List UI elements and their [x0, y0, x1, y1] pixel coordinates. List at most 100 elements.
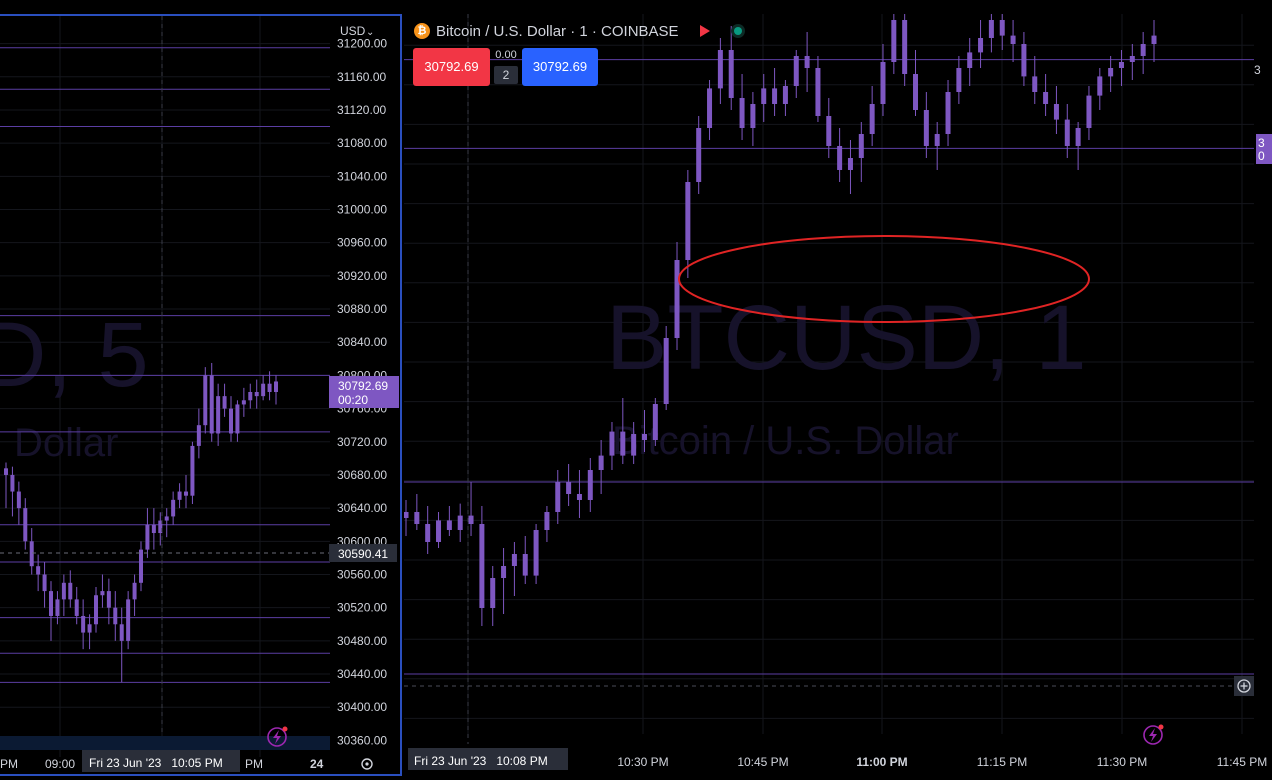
quantity-field[interactable]: 2: [494, 66, 518, 84]
candle[interactable]: [16, 481, 21, 525]
candle[interactable]: [913, 50, 919, 116]
candle[interactable]: [1043, 74, 1049, 116]
candle[interactable]: [869, 86, 875, 146]
candle[interactable]: [999, 14, 1005, 50]
candle[interactable]: [55, 591, 60, 625]
candle[interactable]: [113, 591, 118, 641]
left-chart-canvas[interactable]: D, 5 Dollar 31200.00 31160.00 31120.00 3108…: [0, 16, 400, 776]
candle[interactable]: [216, 383, 221, 446]
candle[interactable]: [1097, 68, 1103, 110]
candle[interactable]: [203, 367, 208, 434]
candle[interactable]: [74, 586, 79, 625]
candle[interactable]: [235, 400, 240, 442]
right-time-axis[interactable]: 10:30 PM 10:45 PM 11:00 PM 11:15 PM 11:30 PM…: [617, 755, 1267, 769]
candle[interactable]: [587, 458, 593, 512]
candle[interactable]: [761, 74, 767, 122]
candle[interactable]: [815, 56, 821, 122]
candle[interactable]: [139, 541, 143, 592]
sell-button[interactable]: 30792.69: [413, 48, 490, 86]
candle[interactable]: [87, 614, 92, 650]
candle[interactable]: [945, 80, 951, 146]
candle[interactable]: [858, 122, 864, 182]
candle[interactable]: [576, 470, 582, 518]
candle[interactable]: [1064, 104, 1070, 158]
candle[interactable]: [196, 408, 201, 459]
candle[interactable]: [533, 524, 539, 584]
candle[interactable]: [685, 170, 691, 278]
candle[interactable]: [1086, 86, 1092, 140]
candle[interactable]: [68, 570, 73, 608]
candle[interactable]: [261, 375, 266, 401]
candle[interactable]: [209, 362, 214, 442]
right-chart-canvas[interactable]: BTCUSD, 1 Bitcoin / U.S. Dollar 3 3 0 10…: [404, 14, 1272, 780]
candle[interactable]: [967, 38, 973, 86]
candle[interactable]: [36, 554, 41, 592]
annotation-ellipse[interactable]: [678, 235, 1090, 323]
candle[interactable]: [1151, 20, 1157, 62]
left-price-lines[interactable]: [0, 47, 330, 683]
candle[interactable]: [106, 578, 111, 625]
candle[interactable]: [10, 466, 15, 517]
candle[interactable]: [190, 441, 195, 504]
candle[interactable]: [1075, 122, 1081, 170]
candle[interactable]: [978, 20, 984, 68]
right-chart-panel[interactable]: BTCUSD, 1 Bitcoin / U.S. Dollar 3 3 0 10…: [404, 14, 1272, 780]
candle[interactable]: [880, 44, 886, 116]
candle[interactable]: [164, 508, 169, 538]
candle[interactable]: [902, 14, 908, 86]
candle[interactable]: [254, 379, 259, 409]
candle[interactable]: [151, 508, 156, 550]
candle[interactable]: [94, 586, 98, 633]
candle[interactable]: [544, 506, 550, 542]
candle[interactable]: [891, 14, 897, 74]
candle[interactable]: [1053, 86, 1059, 134]
candle[interactable]: [620, 398, 626, 464]
candle[interactable]: [1021, 32, 1027, 86]
candle[interactable]: [457, 503, 463, 542]
candle[interactable]: [1129, 44, 1135, 80]
candle[interactable]: [119, 607, 124, 683]
candle[interactable]: [171, 491, 176, 525]
candle[interactable]: [436, 512, 442, 548]
candle[interactable]: [728, 26, 734, 110]
candle[interactable]: [446, 506, 452, 536]
right-candles[interactable]: [404, 14, 1157, 626]
candle[interactable]: [750, 92, 756, 146]
candle[interactable]: [274, 375, 278, 405]
candle[interactable]: [4, 462, 8, 509]
candle[interactable]: [631, 422, 637, 464]
candle[interactable]: [555, 470, 561, 524]
candle[interactable]: [663, 326, 669, 410]
candle[interactable]: [29, 528, 34, 575]
candle[interactable]: [81, 599, 86, 650]
candle[interactable]: [100, 574, 105, 608]
candle[interactable]: [23, 498, 28, 550]
candle[interactable]: [674, 242, 680, 350]
candle[interactable]: [847, 140, 853, 194]
candle[interactable]: [707, 80, 713, 140]
candle[interactable]: [126, 591, 131, 650]
candle[interactable]: [772, 68, 778, 116]
candle[interactable]: [934, 122, 940, 170]
flag-icon[interactable]: [700, 25, 710, 37]
settings-gear-icon[interactable]: [361, 758, 373, 770]
candle[interactable]: [241, 387, 246, 417]
left-time-scroll[interactable]: [0, 736, 330, 750]
candle[interactable]: [598, 440, 604, 494]
candle[interactable]: [522, 536, 528, 584]
candle[interactable]: [511, 542, 517, 596]
candle[interactable]: [61, 574, 66, 616]
candle[interactable]: [501, 548, 507, 614]
candle[interactable]: [468, 482, 474, 536]
candle[interactable]: [425, 506, 431, 554]
candle[interactable]: [641, 410, 647, 452]
candle[interactable]: [1108, 56, 1114, 92]
add-alert-plus-icon[interactable]: [1234, 676, 1254, 696]
candle[interactable]: [479, 506, 485, 626]
candle[interactable]: [717, 38, 723, 104]
right-lightning-icon[interactable]: [1143, 724, 1164, 745]
market-status-icon[interactable]: [734, 27, 742, 35]
candle[interactable]: [229, 396, 233, 442]
candle[interactable]: [158, 512, 163, 546]
symbol-title[interactable]: Bitcoin / U.S. Dollar · 1 · COINBASE: [436, 23, 679, 40]
